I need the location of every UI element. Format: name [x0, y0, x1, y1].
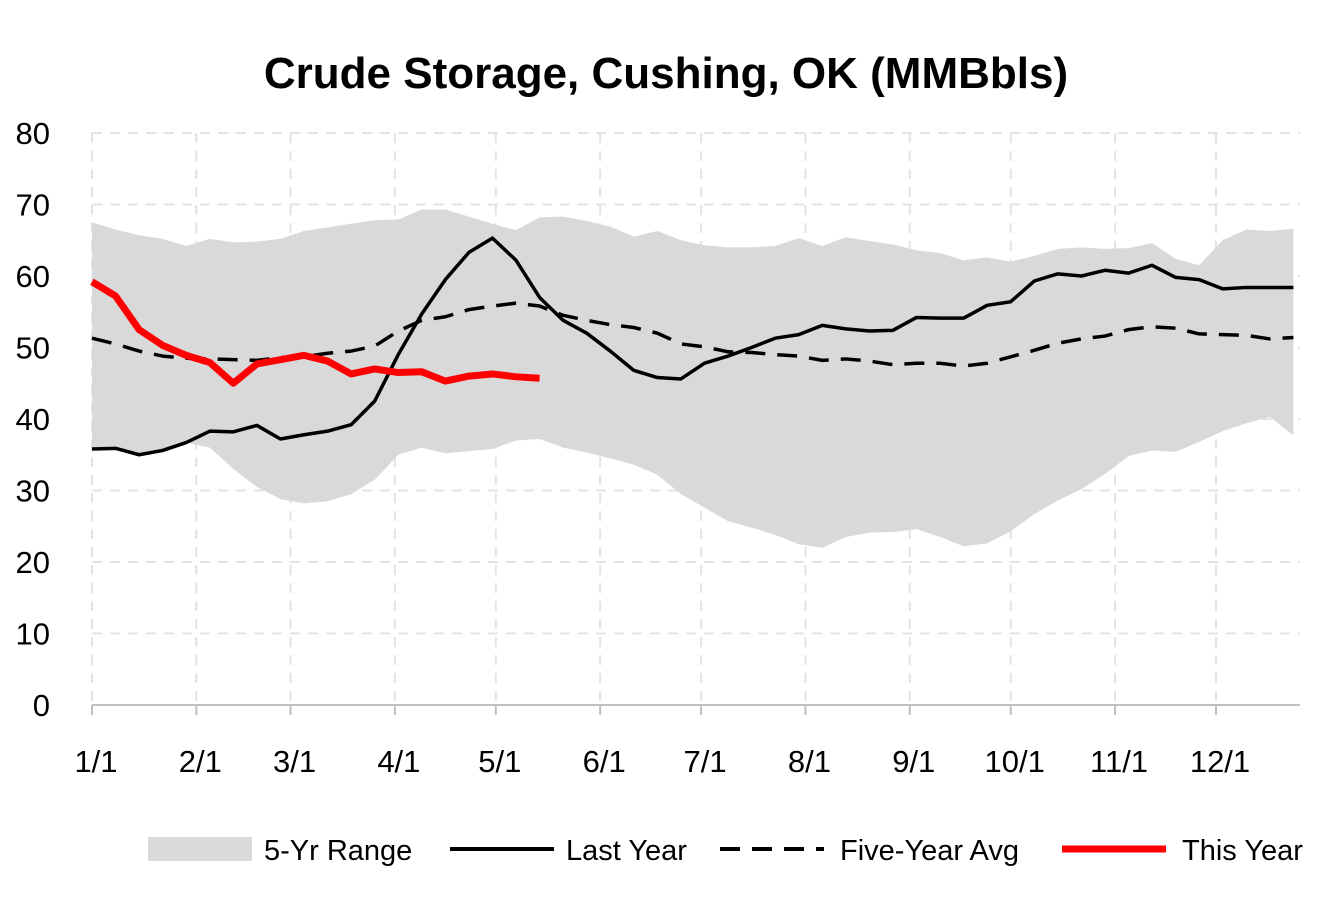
x-tick-label: 12/1 — [1190, 744, 1250, 779]
plot-area — [90, 209, 1294, 548]
chart-title: Crude Storage, Cushing, OK (MMBbls) — [264, 49, 1068, 98]
legend-label: Last Year — [566, 835, 687, 867]
legend: 5-Yr Range Last Year Five-Year Avg This Yea… — [148, 835, 1303, 867]
legend-swatch-range — [148, 837, 252, 861]
y-tick-label: 80 — [16, 116, 50, 151]
legend-label: This Year — [1182, 835, 1303, 867]
x-tick-label: 11/1 — [1090, 744, 1148, 779]
series-line-this-year — [90, 278, 540, 387]
x-tick-label: 9/1 — [892, 744, 935, 779]
range-band — [92, 209, 1294, 548]
x-tick-label: 10/1 — [985, 744, 1045, 779]
y-tick-label: 20 — [16, 545, 50, 580]
series-line-last-year — [91, 236, 1294, 457]
legend-label: 5-Yr Range — [264, 835, 412, 867]
x-tick-label: 4/1 — [377, 744, 420, 779]
x-tick-label: 8/1 — [788, 744, 831, 779]
legend-label: Five-Year Avg — [840, 835, 1019, 867]
x-tick-label: 7/1 — [684, 744, 727, 779]
x-tick-label: 1/1 — [74, 744, 117, 779]
axes: 0 10 20 30 40 50 60 70 80 1/1 2/1 3/1 4/1 5/1 6/1 7/1 8/… — [16, 116, 1300, 779]
x-tick-label: 3/1 — [273, 744, 316, 779]
x-tick-label: 6/1 — [583, 744, 626, 779]
y-tick-label: 10 — [16, 617, 50, 652]
y-tick-label: 0 — [33, 688, 50, 723]
y-tick-label: 30 — [16, 474, 50, 509]
x-tick-label: 5/1 — [478, 744, 521, 779]
x-tick-label: 2/1 — [179, 744, 222, 779]
y-tick-label: 40 — [16, 402, 50, 437]
y-tick-label: 70 — [16, 188, 50, 223]
y-tick-label: 50 — [16, 331, 50, 366]
y-tick-label: 60 — [16, 259, 50, 294]
